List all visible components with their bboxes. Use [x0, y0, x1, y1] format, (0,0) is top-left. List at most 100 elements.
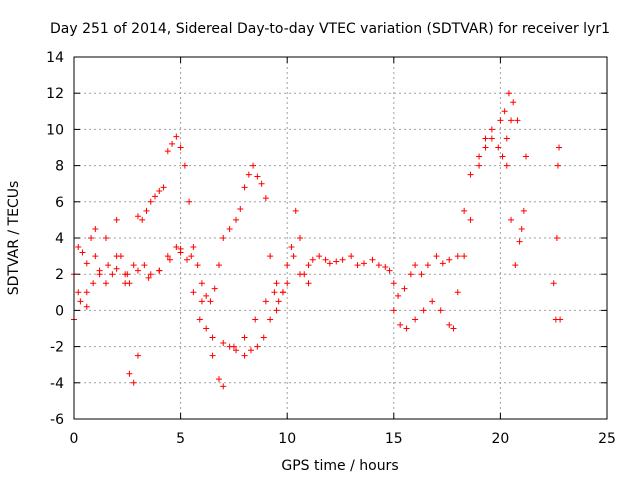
data-point — [305, 280, 312, 287]
data-point — [230, 343, 237, 350]
data-point — [241, 352, 248, 359]
data-point — [279, 289, 286, 296]
x-tick-label: 20 — [491, 431, 509, 447]
data-point — [79, 249, 86, 256]
data-point — [250, 162, 257, 169]
data-point — [420, 307, 427, 314]
data-point — [520, 207, 527, 214]
y-tick-label: 0 — [55, 303, 64, 319]
data-point — [173, 133, 180, 140]
data-point — [339, 256, 346, 263]
data-point — [188, 253, 195, 260]
data-point — [139, 216, 146, 223]
data-point — [503, 162, 510, 169]
x-tick-label: 5 — [176, 431, 185, 447]
data-point — [83, 260, 90, 267]
data-point — [92, 253, 99, 260]
data-point — [166, 256, 173, 263]
chart-title: Day 251 of 2014, Sidereal Day-to-day VTE… — [50, 21, 610, 37]
data-point — [290, 253, 297, 260]
data-point — [553, 235, 560, 241]
data-point — [510, 99, 517, 106]
data-point — [252, 316, 259, 323]
data-layer — [71, 90, 564, 390]
data-point — [454, 289, 461, 296]
data-point — [495, 144, 502, 151]
data-point — [296, 271, 303, 278]
data-point — [209, 334, 216, 341]
data-point — [296, 235, 303, 241]
data-point — [288, 244, 295, 251]
data-point — [183, 256, 190, 263]
data-point — [395, 292, 402, 299]
data-point — [501, 108, 508, 115]
data-point — [512, 262, 519, 269]
data-point — [122, 280, 129, 287]
data-point — [254, 173, 261, 180]
data-point — [403, 325, 410, 332]
data-point — [160, 184, 167, 191]
data-point — [382, 263, 389, 270]
data-point — [203, 325, 210, 332]
data-point — [262, 298, 269, 305]
data-point — [467, 171, 474, 178]
data-point — [516, 238, 523, 245]
data-point — [284, 262, 291, 269]
data-point — [446, 321, 453, 328]
data-point — [499, 153, 506, 160]
grid-layer — [74, 57, 607, 419]
data-point — [505, 90, 512, 97]
data-point — [412, 262, 419, 269]
data-point — [113, 265, 120, 272]
data-point — [267, 253, 274, 260]
data-point — [273, 307, 280, 314]
data-point — [181, 162, 188, 169]
data-point — [476, 162, 483, 169]
data-point — [267, 316, 274, 323]
data-point — [305, 262, 312, 269]
x-axis-label: GPS time / hours — [281, 458, 398, 474]
data-point — [476, 153, 483, 160]
data-point — [102, 280, 109, 287]
data-point — [258, 180, 265, 187]
data-point — [147, 271, 154, 278]
data-point — [92, 225, 99, 232]
y-tick-label: 12 — [46, 86, 64, 102]
y-tick-label: 4 — [55, 231, 64, 247]
data-point — [508, 117, 515, 124]
data-point — [390, 280, 397, 287]
data-point — [407, 271, 414, 278]
data-point — [241, 184, 248, 191]
data-point — [557, 316, 564, 323]
data-point — [260, 334, 267, 341]
data-point — [271, 289, 278, 296]
data-point — [220, 383, 227, 390]
data-point — [77, 298, 84, 305]
data-point — [348, 253, 355, 260]
y-tick-label: -2 — [50, 340, 64, 356]
data-point — [147, 198, 154, 205]
data-point — [215, 262, 222, 269]
data-point — [83, 289, 90, 296]
data-point — [446, 256, 453, 263]
data-point — [439, 260, 446, 267]
data-point — [113, 216, 120, 223]
x-tick-label: 0 — [70, 431, 79, 447]
data-point — [514, 117, 521, 124]
data-point — [113, 253, 120, 260]
data-point — [196, 316, 203, 323]
data-point — [177, 144, 184, 151]
data-point — [226, 225, 233, 232]
data-point — [164, 253, 171, 260]
data-point — [194, 262, 201, 269]
data-point — [164, 148, 171, 155]
data-point — [360, 260, 367, 267]
data-point — [503, 135, 510, 142]
data-point — [508, 216, 515, 223]
data-point — [173, 244, 180, 251]
y-tick-label: -6 — [50, 412, 64, 428]
data-point — [437, 307, 444, 314]
data-point — [461, 207, 468, 214]
